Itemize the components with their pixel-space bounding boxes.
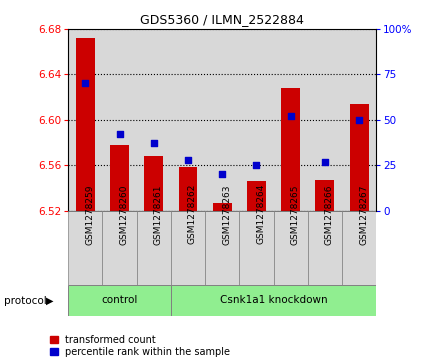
Bar bbox=[76, 38, 95, 211]
Bar bbox=[239, 29, 274, 211]
Text: GSM1278264: GSM1278264 bbox=[257, 184, 265, 244]
FancyBboxPatch shape bbox=[171, 285, 376, 316]
FancyBboxPatch shape bbox=[68, 211, 103, 285]
Point bbox=[184, 157, 191, 163]
Text: protocol: protocol bbox=[4, 295, 47, 306]
Bar bbox=[68, 29, 103, 211]
FancyBboxPatch shape bbox=[68, 285, 171, 316]
Point bbox=[116, 131, 123, 137]
Legend: transformed count, percentile rank within the sample: transformed count, percentile rank withi… bbox=[49, 334, 231, 358]
Text: GSM1278266: GSM1278266 bbox=[325, 184, 334, 245]
Bar bbox=[144, 156, 163, 211]
FancyBboxPatch shape bbox=[205, 211, 239, 285]
Title: GDS5360 / ILMN_2522884: GDS5360 / ILMN_2522884 bbox=[140, 13, 304, 26]
Text: GSM1278267: GSM1278267 bbox=[359, 184, 368, 245]
Bar bbox=[137, 29, 171, 211]
Bar bbox=[281, 88, 300, 211]
Bar bbox=[179, 167, 198, 211]
Bar bbox=[308, 29, 342, 211]
Text: ▶: ▶ bbox=[46, 295, 54, 306]
Text: GSM1278259: GSM1278259 bbox=[85, 184, 94, 245]
Text: GSM1278260: GSM1278260 bbox=[120, 184, 128, 245]
FancyBboxPatch shape bbox=[308, 211, 342, 285]
FancyBboxPatch shape bbox=[137, 211, 171, 285]
Bar bbox=[274, 29, 308, 211]
FancyBboxPatch shape bbox=[274, 211, 308, 285]
Point bbox=[150, 140, 157, 146]
FancyBboxPatch shape bbox=[239, 211, 274, 285]
Bar bbox=[103, 29, 137, 211]
Point bbox=[253, 162, 260, 168]
Bar bbox=[110, 145, 129, 211]
Text: GSM1278265: GSM1278265 bbox=[291, 184, 300, 245]
Text: GSM1278262: GSM1278262 bbox=[188, 184, 197, 244]
FancyBboxPatch shape bbox=[103, 211, 137, 285]
Bar bbox=[171, 29, 205, 211]
Bar bbox=[247, 181, 266, 211]
Point bbox=[82, 81, 89, 86]
Point bbox=[287, 113, 294, 119]
Point bbox=[219, 171, 226, 177]
Bar bbox=[205, 29, 239, 211]
Point bbox=[321, 159, 328, 164]
Text: control: control bbox=[101, 295, 138, 305]
Text: Csnk1a1 knockdown: Csnk1a1 knockdown bbox=[220, 295, 327, 305]
FancyBboxPatch shape bbox=[342, 211, 376, 285]
Text: GSM1278261: GSM1278261 bbox=[154, 184, 163, 245]
Bar bbox=[213, 203, 231, 211]
Bar bbox=[350, 104, 369, 211]
Bar bbox=[342, 29, 376, 211]
Point bbox=[356, 117, 363, 123]
Text: GSM1278263: GSM1278263 bbox=[222, 184, 231, 245]
FancyBboxPatch shape bbox=[171, 211, 205, 285]
Bar bbox=[315, 180, 334, 211]
